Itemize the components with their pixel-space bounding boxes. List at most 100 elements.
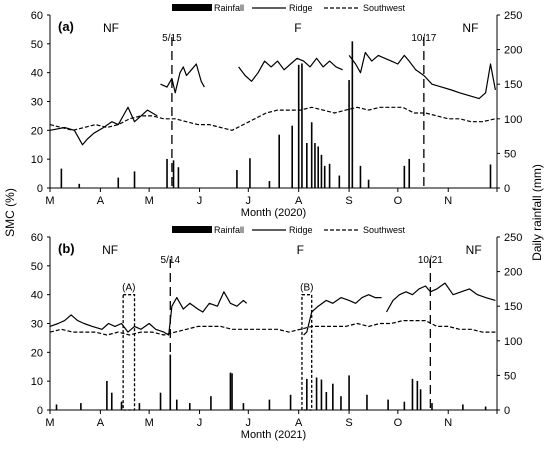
rainfall-bar	[348, 80, 350, 188]
rainfall-bar	[60, 168, 63, 188]
panel-label: (b)	[58, 241, 75, 256]
legend-rainfall-swatch	[172, 226, 212, 233]
rainfall-bar	[172, 160, 175, 188]
x-tick-label: J	[246, 195, 252, 207]
y2-tick-label: 50	[504, 370, 516, 382]
rainfall-bar	[351, 41, 354, 188]
rainfall-bar	[408, 158, 411, 188]
series-line-ridge	[49, 282, 496, 336]
rainfall-bar	[359, 165, 362, 188]
rainfall-bar	[297, 64, 300, 188]
rainfall-bar	[367, 179, 370, 188]
x-tick-label: J	[197, 195, 203, 207]
period-label: F	[297, 243, 304, 257]
x-axis-title: Month (2021)	[241, 429, 306, 441]
rainfall-bar	[489, 164, 492, 188]
y2-tick-label: 100	[504, 336, 522, 348]
x-tick-label: A	[97, 417, 105, 429]
y-tick-label: 20	[31, 347, 43, 359]
rainfall-bar	[231, 373, 233, 410]
rainfall-bar	[484, 406, 487, 410]
rainfall-bar	[78, 183, 81, 188]
rainfall-bar	[320, 154, 323, 188]
x-tick-label: S	[345, 195, 352, 207]
rainfall-bar	[229, 372, 232, 410]
rainfall-bar	[325, 392, 328, 410]
y-tick-label: 50	[31, 39, 43, 51]
y-tick-label: 0	[37, 405, 43, 417]
x-tick-label: O	[394, 417, 403, 429]
x-tick-label: A	[295, 417, 303, 429]
rainfall-bar	[403, 401, 406, 410]
y-tick-label: 0	[37, 183, 43, 195]
series-line-ridge	[49, 51, 496, 146]
rainfall-bar	[320, 379, 323, 410]
period-label: NF	[466, 243, 482, 257]
rainfall-bar	[291, 125, 293, 188]
x-axis-title: Month (2020)	[241, 207, 306, 219]
legend-rainfall-swatch	[172, 4, 212, 11]
rainfall-bar	[55, 404, 58, 410]
x-tick-label: M	[45, 417, 54, 429]
rainfall-bar	[289, 394, 292, 410]
y-tick-label: 30	[31, 97, 43, 109]
panel-label: (a)	[58, 19, 74, 34]
rainfall-bar	[306, 378, 308, 410]
rainfall-bar	[120, 401, 123, 410]
x-tick-label: J	[246, 417, 252, 429]
rainfall-bar	[169, 354, 172, 410]
y-tick-label: 60	[31, 232, 43, 244]
rainfall-bar	[138, 403, 141, 410]
series-line-southwest	[49, 106, 496, 131]
period-label: NF	[102, 243, 118, 257]
rainfall-bar	[411, 378, 414, 410]
y-tick-label: 10	[31, 376, 43, 388]
highlight-box	[122, 294, 136, 411]
legend-ridge-label: Ridge	[289, 225, 313, 235]
y2-tick-label: 150	[504, 79, 522, 91]
rainfall-bar	[177, 167, 180, 188]
period-label: NF	[103, 21, 119, 35]
y-tick-label: 20	[31, 125, 43, 137]
rainfall-bar	[242, 403, 245, 410]
rainfall-bar	[332, 383, 334, 410]
rainfall-bar	[348, 375, 350, 410]
y-tick-label: 60	[31, 10, 43, 22]
y2-tick-label: 100	[504, 114, 522, 126]
rainfall-bar	[110, 392, 113, 410]
rainfall-bar	[106, 380, 108, 410]
rainfall-bar	[419, 389, 422, 410]
rainfall-bar	[188, 403, 191, 410]
rainfall-bar	[133, 171, 136, 188]
y2-tick-label: 200	[504, 267, 522, 279]
y2-axis-title: Daily rainfall (mm)	[530, 164, 544, 261]
legend-ridge-label: Ridge	[289, 3, 313, 13]
chart-panel-2: 0 10 20 30 40 50 60 0 50 100 150 200 250 M A M J J A S O N Mon…	[31, 225, 523, 441]
legend-southwest-label: Southwest	[363, 3, 406, 13]
y-tick-label: 30	[31, 319, 43, 331]
rainfall-bar	[268, 399, 271, 410]
y2-tick-label: 150	[504, 301, 522, 313]
rainfall-bar	[80, 403, 82, 410]
rainfall-bar	[268, 181, 271, 188]
rainfall-bar	[306, 143, 308, 188]
highlight-label: (A)	[122, 283, 135, 294]
rainfall-bar	[310, 122, 313, 188]
rainfall-bar	[431, 403, 433, 410]
rainfall-bar	[159, 392, 162, 410]
rainfall-bar	[249, 158, 251, 188]
rainfall-bar	[166, 158, 168, 188]
rainfall-bar	[387, 399, 389, 410]
y2-tick-label: 0	[504, 405, 510, 417]
x-tick-label: N	[444, 195, 452, 207]
series-line-southwest	[49, 320, 496, 336]
marker-label: 5/14	[161, 255, 181, 266]
marker-label: 5/15	[162, 33, 182, 44]
y-tick-label: 10	[31, 154, 43, 166]
x-tick-label: J	[197, 417, 203, 429]
marker-label: 10/17	[411, 33, 436, 44]
period-label: F	[294, 21, 301, 35]
rainfall-bar	[210, 396, 212, 410]
legend-southwest-label: Southwest	[363, 225, 406, 235]
y2-tick-label: 250	[504, 10, 522, 22]
